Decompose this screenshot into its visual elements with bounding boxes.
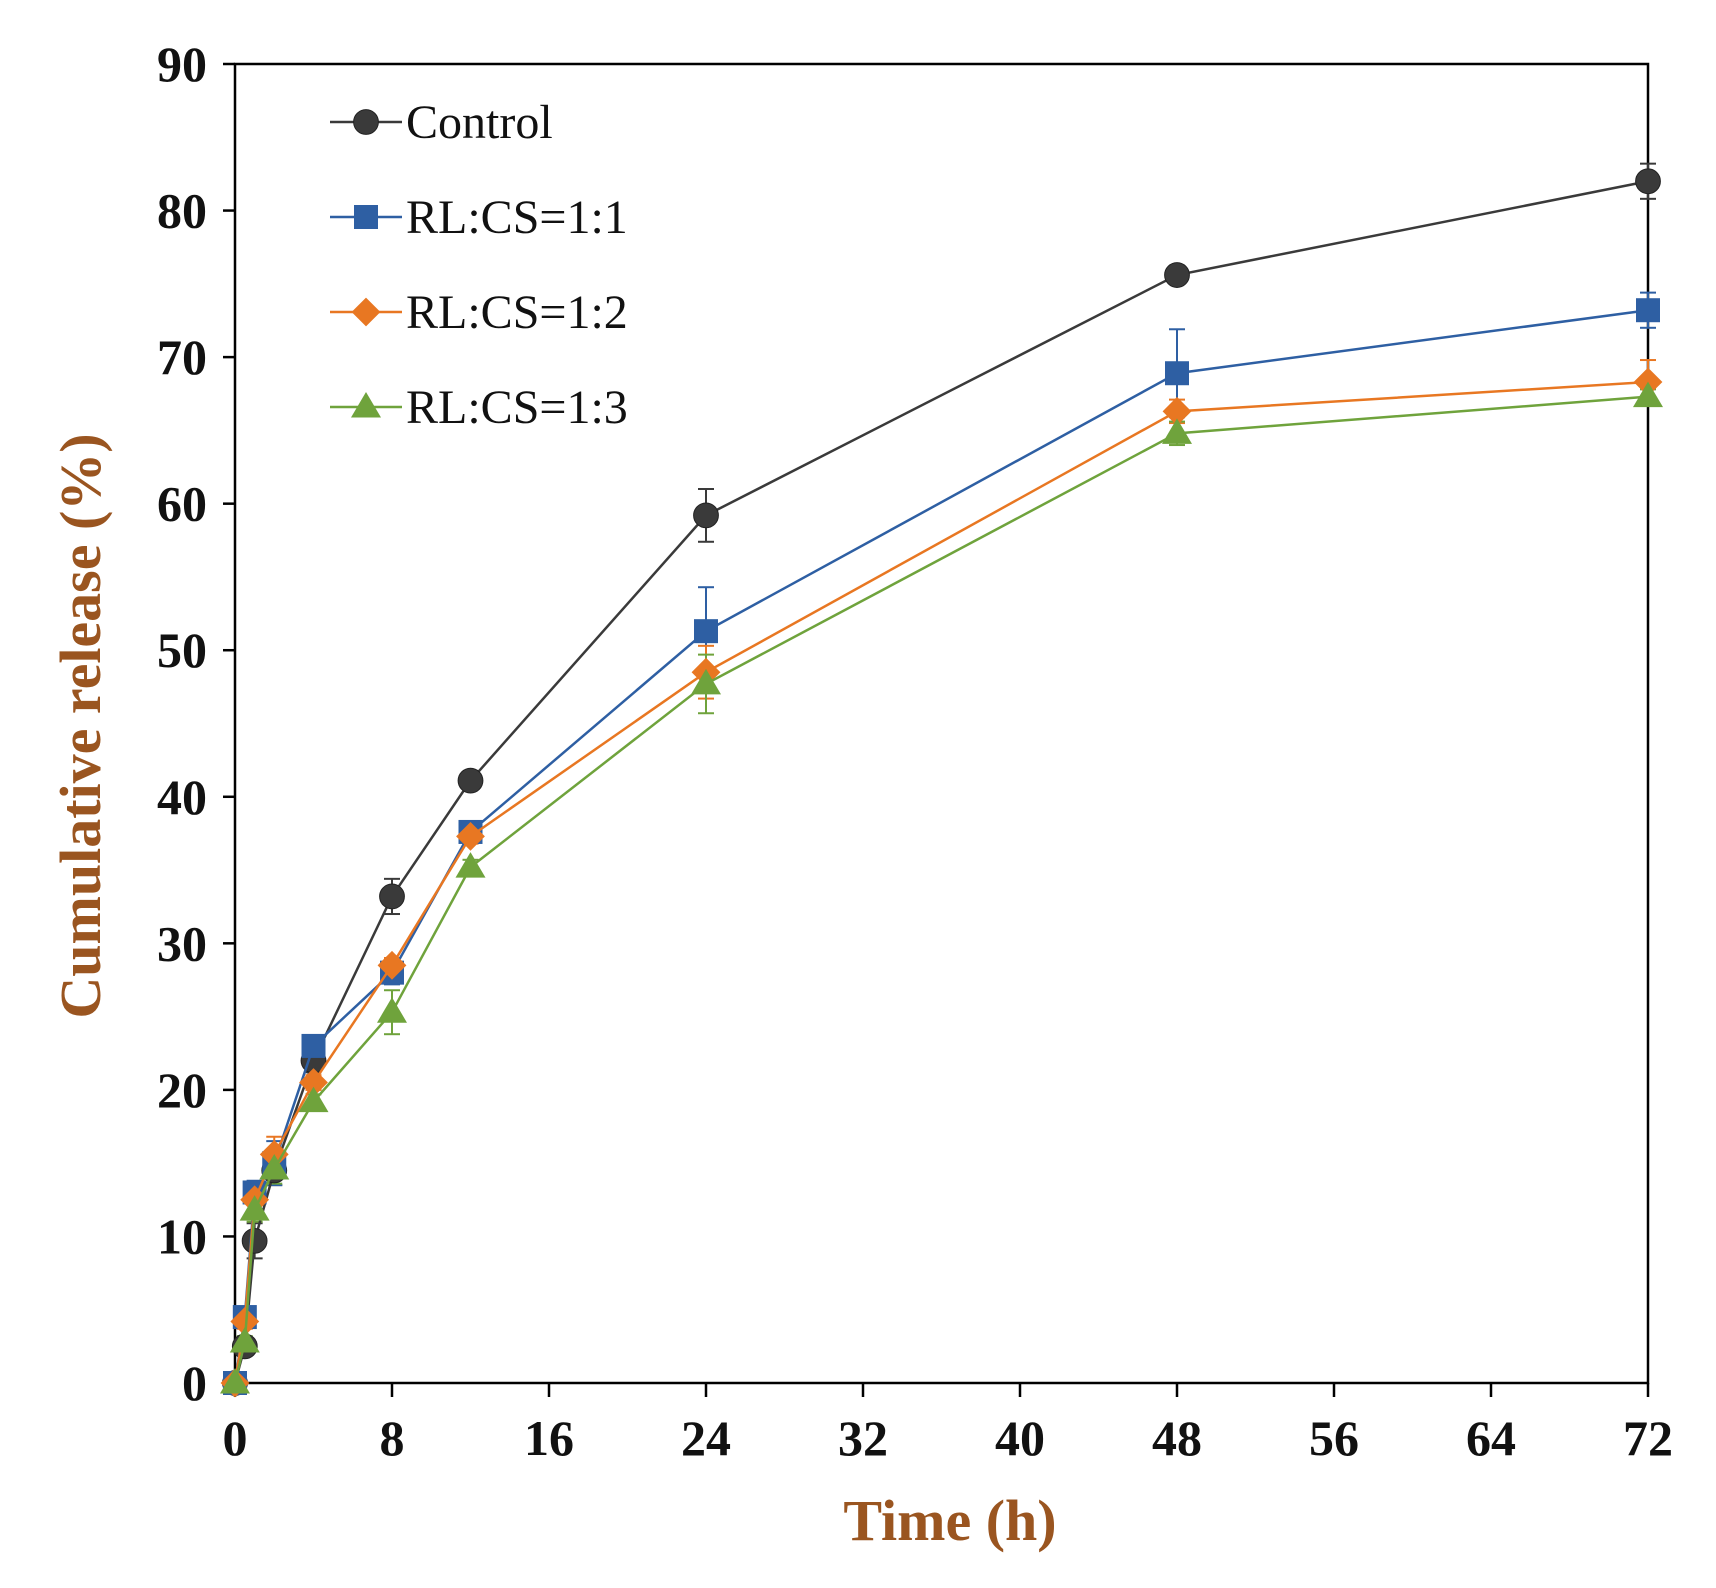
marker-diamond [230, 1307, 260, 1336]
series-line [233, 308, 1649, 1384]
legend-label: RL:CS=1:1 [406, 191, 628, 244]
marker-circle [1164, 262, 1190, 288]
marker-square [1165, 361, 1189, 386]
marker-circle [693, 502, 719, 529]
legend-item: RL:CS=1:2 [330, 286, 628, 339]
marker-triangle [351, 392, 381, 418]
marker-triangle [1633, 381, 1663, 408]
marker-circle [353, 109, 379, 135]
marker-square [694, 619, 718, 644]
x-tick-label: 32 [838, 1410, 888, 1466]
x-tick-label: 8 [380, 1410, 405, 1466]
x-tick-label: 48 [1152, 1410, 1202, 1466]
x-tick-label: 72 [1623, 1410, 1673, 1466]
y-tick-label: 0 [182, 1355, 207, 1411]
y-tick-label: 40 [157, 769, 207, 825]
marker-circle [379, 883, 405, 910]
marker-triangle [229, 1326, 260, 1353]
error-bars [236, 162, 1656, 1355]
marker-diamond [351, 297, 381, 327]
y-tick-label: 80 [157, 183, 207, 239]
y-tick-label: 60 [157, 476, 207, 532]
x-tick-label: 0 [223, 1410, 248, 1466]
y-tick-label: 20 [157, 1062, 207, 1118]
legend-item: RL:CS=1:3 [330, 381, 628, 434]
marker-diamond [456, 821, 485, 851]
y-tick-label: 70 [157, 329, 207, 385]
legend-label: Control [406, 96, 553, 149]
plot-frame [233, 62, 1650, 1385]
marker-diamond [1162, 396, 1192, 426]
legend-item: RL:CS=1:1 [330, 191, 628, 244]
y-tick-label: 10 [157, 1208, 207, 1264]
x-axis-title: Time (h) [843, 1488, 1056, 1553]
y-tick-label: 50 [157, 622, 207, 678]
legend-item: Control [330, 96, 553, 149]
marker-triangle [239, 1195, 270, 1221]
legend-label: RL:CS=1:2 [406, 286, 628, 339]
marker-triangle [1162, 418, 1192, 444]
marker-triangle [377, 997, 407, 1023]
x-tick-label: 64 [1466, 1410, 1516, 1466]
series-line [233, 180, 1649, 1384]
series-3 [220, 381, 1663, 1394]
series-group [220, 168, 1663, 1398]
marker-square [354, 205, 378, 229]
series-line [233, 380, 1649, 1384]
legend-label: RL:CS=1:3 [406, 381, 628, 434]
legend: Control RL:CS=1:1 RL:CS=1:2 RL:CS=1:3 [330, 96, 628, 434]
series-2 [220, 367, 1663, 1398]
x-tick-label: 16 [524, 1410, 574, 1466]
marker-circle [241, 1227, 268, 1254]
series-line [233, 395, 1649, 1384]
series-0 [222, 168, 1661, 1396]
marker-diamond [377, 950, 407, 980]
marker-circle [1635, 168, 1661, 195]
x-tick-label: 24 [681, 1410, 731, 1466]
x-tick-label: 40 [995, 1410, 1045, 1466]
y-tick-label: 30 [157, 915, 207, 971]
marker-circle [457, 767, 484, 794]
x-tick-label: 56 [1309, 1410, 1359, 1466]
marker-triangle [259, 1154, 290, 1180]
marker-triangle [455, 852, 486, 878]
axes: 0 10 20 30 40 50 60 70 80 90 0 8 16 24 32 40 48 56 64 72 [157, 36, 1673, 1466]
y-tick-label: 90 [157, 36, 207, 92]
marker-square [1636, 298, 1660, 323]
marker-triangle [691, 668, 721, 695]
series-1 [223, 298, 1660, 1395]
y-axis-title: Cumulative release (%) [48, 433, 113, 1018]
marker-square [301, 1033, 326, 1058]
marker-triangle [298, 1086, 329, 1113]
marker-triangle [220, 1368, 250, 1394]
marker-diamond [299, 1068, 328, 1097]
